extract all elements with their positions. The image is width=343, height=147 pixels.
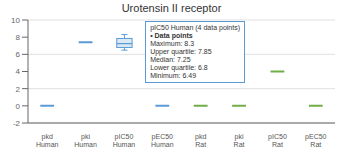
svg-text:10: 10 [11, 16, 20, 25]
svg-text:pkdRat: pkdRat [195, 133, 206, 147]
svg-text:2: 2 [16, 85, 21, 94]
html-text:Upper quartile: 7.85: Upper quartile: 7.85 [150, 48, 212, 55]
svg-text:pEC50Human: pEC50Human [151, 133, 174, 147]
html-text:• Data points: • Data points [150, 32, 193, 39]
html-text:Lower quartile: 6.8: Lower quartile: 6.8 [150, 64, 208, 71]
html-text:Minimum: 6.49: Minimum: 6.49 [150, 72, 196, 79]
svg-text:pEC50Rat: pEC50Rat [305, 133, 327, 147]
svg-text:4: 4 [16, 67, 21, 76]
svg-text:0: 0 [16, 102, 21, 111]
svg-text:pkiHuman: pkiHuman [74, 133, 97, 147]
html-text:Urotensin II receptor: Urotensin II receptor [121, 2, 222, 14]
html-text:Maximum: 8.3: Maximum: 8.3 [150, 40, 195, 47]
svg-text:6: 6 [16, 50, 21, 59]
svg-text:pIC50Human: pIC50Human [113, 133, 136, 147]
svg-text:8: 8 [16, 33, 21, 42]
svg-text:pIC50Rat: pIC50Rat [268, 133, 287, 147]
svg-text:-2: -2 [13, 119, 21, 128]
svg-text:pkiRat: pkiRat [234, 133, 245, 147]
html-text:Median: 7.25: Median: 7.25 [150, 56, 191, 63]
svg-text:pkdHuman: pkdHuman [36, 133, 59, 147]
html-text:pIC50 Human (4 data points): pIC50 Human (4 data points) [150, 24, 240, 31]
